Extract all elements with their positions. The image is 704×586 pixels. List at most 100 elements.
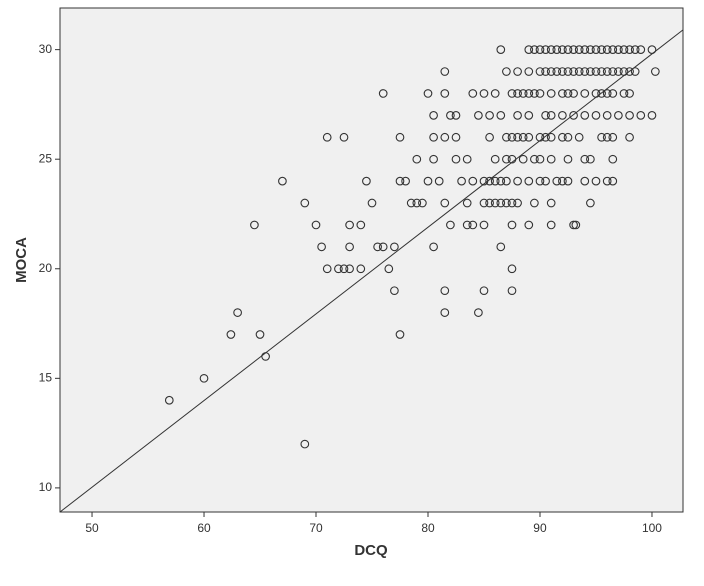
x-tick-label: 80 — [421, 521, 435, 535]
point — [597, 67, 606, 76]
point — [496, 176, 506, 186]
point — [507, 132, 517, 142]
point — [440, 132, 450, 142]
point — [474, 308, 483, 317]
point — [300, 439, 310, 449]
point — [490, 154, 500, 164]
point — [558, 45, 567, 54]
point — [322, 132, 332, 142]
point — [502, 198, 511, 208]
point — [356, 264, 366, 274]
point — [496, 242, 506, 252]
point — [546, 89, 556, 98]
point — [546, 154, 556, 164]
point — [429, 111, 438, 120]
point — [546, 198, 556, 208]
point — [502, 176, 511, 186]
point — [524, 111, 534, 120]
point — [406, 198, 416, 208]
point — [563, 67, 573, 76]
point — [345, 264, 354, 274]
point — [339, 264, 349, 274]
point — [586, 45, 595, 54]
point — [367, 198, 377, 208]
point — [630, 67, 640, 76]
point — [552, 45, 562, 54]
point — [233, 308, 242, 317]
point — [345, 242, 354, 252]
x-tick-label: 60 — [197, 521, 211, 535]
point — [541, 45, 550, 54]
point — [479, 176, 489, 186]
point — [580, 67, 590, 76]
point — [485, 132, 494, 142]
point — [518, 154, 528, 164]
point — [535, 67, 545, 76]
point — [619, 89, 629, 98]
point — [507, 286, 517, 296]
point — [569, 45, 578, 54]
point — [597, 45, 606, 54]
point — [608, 89, 618, 98]
point — [614, 45, 623, 54]
point — [558, 89, 567, 98]
point — [602, 176, 612, 186]
point — [423, 89, 433, 98]
point — [412, 198, 422, 208]
point — [574, 67, 584, 76]
point — [485, 176, 494, 186]
point — [513, 176, 522, 186]
point — [513, 89, 522, 98]
y-tick-label: 25 — [39, 151, 53, 165]
point — [468, 89, 478, 98]
point — [563, 176, 573, 186]
point — [580, 111, 590, 120]
point — [479, 89, 489, 98]
point — [541, 111, 550, 120]
point — [412, 154, 422, 164]
y-tick-label: 10 — [39, 480, 53, 494]
point — [580, 45, 590, 54]
point — [597, 132, 606, 142]
point — [608, 132, 618, 142]
point — [451, 111, 461, 120]
point — [507, 198, 517, 208]
point — [390, 286, 399, 296]
point — [625, 89, 634, 98]
point — [440, 308, 450, 317]
point — [485, 111, 494, 120]
point — [490, 176, 500, 186]
point — [322, 264, 332, 274]
point — [507, 89, 517, 98]
point — [524, 132, 534, 142]
point — [462, 154, 472, 164]
point — [535, 176, 545, 186]
point — [513, 67, 522, 76]
point — [423, 176, 433, 186]
point — [650, 67, 660, 76]
point — [552, 176, 562, 186]
point — [429, 132, 438, 142]
y-axis-label: MOCA — [13, 237, 30, 283]
point — [574, 132, 584, 142]
point — [496, 198, 506, 208]
y-tick-label: 30 — [39, 42, 53, 56]
point — [429, 154, 438, 164]
point — [614, 111, 623, 120]
point — [507, 264, 517, 274]
point — [602, 45, 612, 54]
point — [524, 220, 534, 230]
point — [530, 45, 539, 54]
point — [479, 198, 489, 208]
point — [524, 45, 534, 54]
point — [580, 154, 590, 164]
point — [614, 67, 623, 76]
point — [530, 89, 539, 98]
point — [546, 111, 556, 120]
point — [485, 198, 494, 208]
point — [502, 132, 511, 142]
point — [625, 111, 634, 120]
point — [535, 45, 545, 54]
point — [552, 67, 562, 76]
